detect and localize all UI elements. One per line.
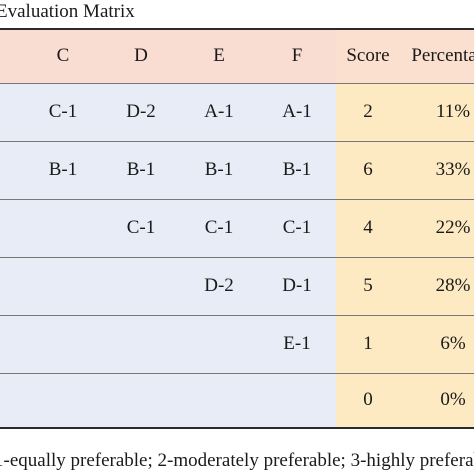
cell-e <box>180 315 258 374</box>
table-row: C-1 C-1 C-1 4 22% <box>0 199 474 258</box>
cell-f: E-1 <box>258 315 336 374</box>
cell-f: C-1 <box>258 199 336 258</box>
cell-percentage: 0% <box>400 373 474 429</box>
table-footnote: 1-equally preferable; 2-moderately prefe… <box>0 447 474 474</box>
cell-d <box>102 315 180 374</box>
cell-d: B-1 <box>102 141 180 200</box>
cell-c <box>24 257 102 316</box>
table-row: 0 0% <box>0 373 474 429</box>
table-row: E-1 1 6% <box>0 315 474 374</box>
cell-e: A-1 <box>180 83 258 142</box>
cell-percentage: 28% <box>400 257 474 316</box>
cell-e: C-1 <box>180 199 258 258</box>
cell-d: D-2 <box>102 83 180 142</box>
cell-score: 0 <box>336 373 400 429</box>
cell-f: A-1 <box>258 83 336 142</box>
cell-percentage: 11% <box>400 83 474 142</box>
cell-c: B-1 <box>24 141 102 200</box>
row-lead-cell <box>0 199 24 258</box>
header-cell-f: F <box>258 30 336 84</box>
cell-score: 4 <box>336 199 400 258</box>
header-cell-score: Score <box>336 30 400 84</box>
table-row: B-1 B-1 B-1 B-1 6 33% <box>0 141 474 200</box>
cell-f <box>258 373 336 429</box>
cell-score: 6 <box>336 141 400 200</box>
cell-percentage: 33% <box>400 141 474 200</box>
cell-c <box>24 315 102 374</box>
evaluation-matrix-table: C D E F Score Percentage C-1 D-2 A-1 A-1… <box>0 30 474 429</box>
cell-d <box>102 373 180 429</box>
cell-e: B-1 <box>180 141 258 200</box>
cell-score: 1 <box>336 315 400 374</box>
cell-f: B-1 <box>258 141 336 200</box>
table-row: C-1 D-2 A-1 A-1 2 11% <box>0 83 474 142</box>
header-cell-lead <box>0 30 24 84</box>
row-lead-cell <box>0 373 24 429</box>
header-cell-c: C <box>24 30 102 84</box>
cell-e: D-2 <box>180 257 258 316</box>
cell-f: D-1 <box>258 257 336 316</box>
cell-percentage: 6% <box>400 315 474 374</box>
cell-score: 5 <box>336 257 400 316</box>
header-cell-d: D <box>102 30 180 84</box>
cell-d: C-1 <box>102 199 180 258</box>
header-cell-e: E <box>180 30 258 84</box>
cell-percentage: 22% <box>400 199 474 258</box>
row-lead-cell <box>0 315 24 374</box>
cell-e <box>180 373 258 429</box>
header-cell-percentage: Percentage <box>400 30 474 84</box>
row-lead-cell <box>0 141 24 200</box>
table-row: D-2 D-1 5 28% <box>0 257 474 316</box>
cell-d <box>102 257 180 316</box>
cell-score: 2 <box>336 83 400 142</box>
footnote-text: 1-equally preferable; 2-moderately prefe… <box>0 450 474 471</box>
row-lead-cell <box>0 83 24 142</box>
cell-c <box>24 199 102 258</box>
caption-rule <box>0 28 474 30</box>
cell-c <box>24 373 102 429</box>
table-title: Evaluation Matrix <box>0 1 135 22</box>
table-header-row: C D E F Score Percentage <box>0 30 474 84</box>
cell-c: C-1 <box>24 83 102 142</box>
table-caption: Evaluation Matrix <box>0 0 474 28</box>
row-lead-cell <box>0 257 24 316</box>
